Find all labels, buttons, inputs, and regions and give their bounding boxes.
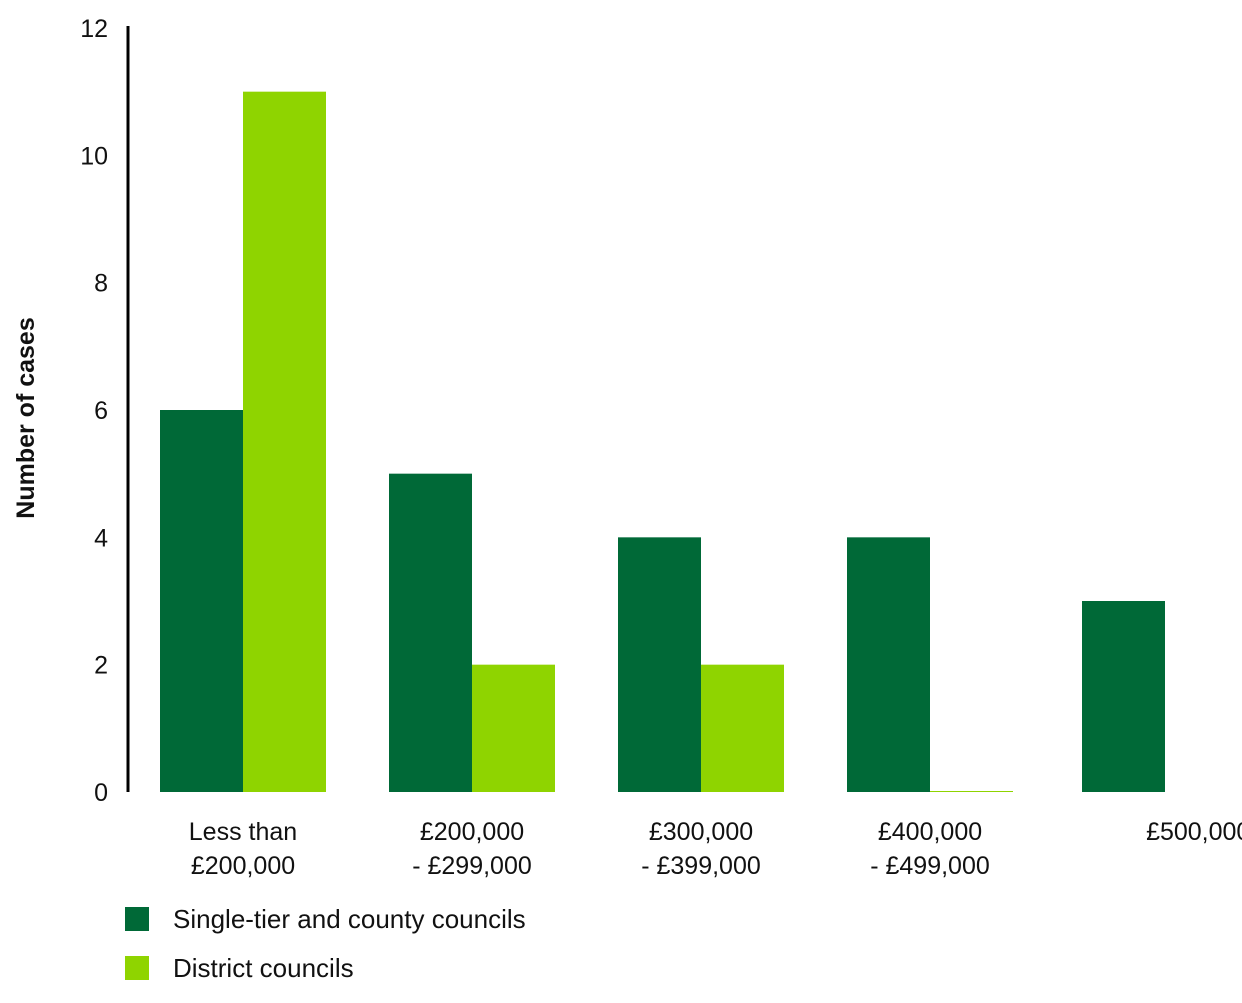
bar-district-0: [243, 91, 326, 792]
y-tick-label: 4: [94, 524, 108, 552]
bar-district-1: [472, 664, 555, 792]
bar-single-tier-2: [618, 537, 701, 792]
y-tick-label: 6: [94, 397, 108, 425]
y-axis-title: Number of cases: [12, 317, 40, 518]
bar-district-3: [930, 791, 1013, 792]
x-category-label: - £499,000: [870, 852, 990, 880]
x-category-label: £400,000: [878, 818, 982, 846]
bar-single-tier-0: [160, 410, 243, 792]
legend-item-district: District councils: [125, 954, 526, 982]
y-tick-label: 10: [80, 142, 108, 170]
x-category-label: £300,000: [649, 818, 753, 846]
x-category-label: - £399,000: [641, 852, 761, 880]
legend-item-single-tier: Single-tier and county councils: [125, 905, 526, 933]
bar-single-tier-3: [847, 537, 930, 792]
bar-single-tier-4: [1082, 601, 1165, 792]
chart-plot-area: 0 2 4 6 8 10 12 Number of cases Less than £200,00…: [12, 15, 1242, 880]
legend-swatch-single-tier: [125, 907, 149, 931]
legend: Single-tier and county councils District…: [125, 905, 526, 1003]
x-category-label: £500,000+: [1146, 818, 1242, 846]
x-category-label: Less than: [189, 818, 297, 846]
y-tick-label: 8: [94, 270, 108, 298]
bar-district-2: [701, 664, 784, 792]
x-category-label: £200,000: [420, 818, 524, 846]
y-tick-label: 12: [80, 15, 108, 43]
legend-label-district: District councils: [173, 953, 354, 983]
y-tick-label: 2: [94, 652, 108, 680]
x-category-label: - £299,000: [412, 852, 532, 880]
bar-single-tier-1: [389, 473, 472, 792]
y-tick-label: 0: [94, 779, 108, 807]
x-category-label: £200,000: [191, 852, 295, 880]
legend-swatch-district: [125, 956, 149, 980]
legend-label-single-tier: Single-tier and county councils: [173, 904, 526, 934]
